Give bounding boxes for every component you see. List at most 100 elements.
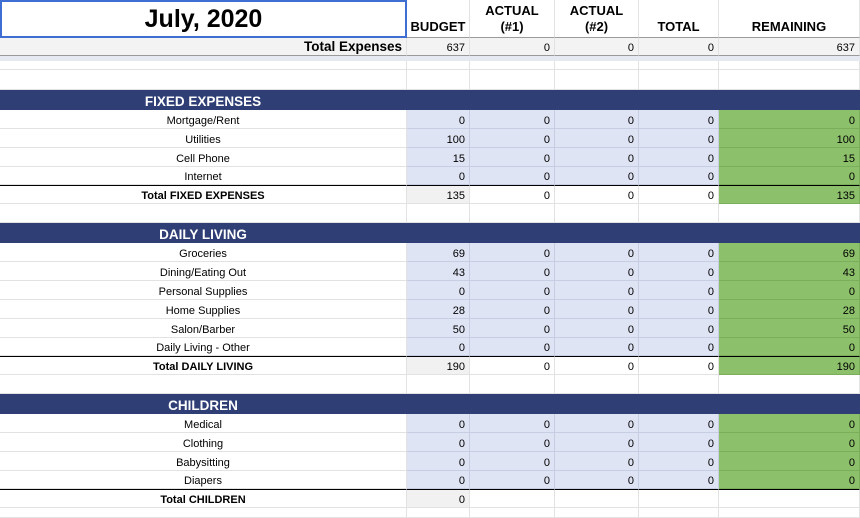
remaining-cell[interactable]: 0 <box>719 281 860 300</box>
empty-cell[interactable] <box>639 508 719 518</box>
remaining-cell[interactable]: 0 <box>719 167 860 185</box>
sheet-title[interactable]: July, 2020 <box>0 0 407 38</box>
total-cell[interactable]: 0 <box>639 243 719 262</box>
actual-2-cell[interactable]: 0 <box>555 167 639 185</box>
remaining-cell[interactable]: 28 <box>719 300 860 319</box>
empty-cell[interactable] <box>555 489 639 508</box>
actual-2-cell[interactable]: 0 <box>555 148 639 167</box>
actual-2-cell[interactable]: 0 <box>555 262 639 281</box>
section-total-actual-2[interactable]: 0 <box>555 185 639 204</box>
row-label[interactable]: Utilities <box>0 129 407 148</box>
budget-cell[interactable]: 0 <box>407 338 470 356</box>
col-header-budget[interactable]: BUDGET <box>407 0 470 38</box>
total-cell[interactable]: 0 <box>639 167 719 185</box>
empty-cell[interactable] <box>639 70 719 90</box>
empty-cell[interactable] <box>470 61 555 70</box>
total-cell[interactable]: 0 <box>639 110 719 129</box>
section-total-budget[interactable]: 135 <box>407 185 470 204</box>
actual-1-cell[interactable]: 0 <box>470 148 555 167</box>
budget-cell[interactable]: 0 <box>407 471 470 489</box>
actual-2-cell[interactable]: 0 <box>555 319 639 338</box>
total-expenses-remaining[interactable]: 637 <box>719 38 860 56</box>
actual-2-cell[interactable]: 0 <box>555 433 639 452</box>
budget-cell[interactable]: 100 <box>407 129 470 148</box>
remaining-cell[interactable]: 0 <box>719 338 860 356</box>
empty-cell[interactable] <box>555 508 639 518</box>
empty-cell[interactable] <box>719 70 860 90</box>
actual-1-cell[interactable]: 0 <box>470 262 555 281</box>
actual-1-cell[interactable]: 0 <box>470 338 555 356</box>
remaining-cell[interactable]: 0 <box>719 452 860 471</box>
budget-cell[interactable]: 43 <box>407 262 470 281</box>
remaining-cell[interactable]: 0 <box>719 471 860 489</box>
section-total-label[interactable]: Total FIXED EXPENSES <box>0 185 407 204</box>
empty-cell[interactable] <box>719 61 860 70</box>
section-title[interactable]: FIXED EXPENSES <box>0 90 407 110</box>
col-header-total[interactable]: TOTAL <box>639 0 719 38</box>
budget-cell[interactable]: 0 <box>407 414 470 433</box>
row-label[interactable]: Dining/Eating Out <box>0 262 407 281</box>
total-cell[interactable]: 0 <box>639 148 719 167</box>
actual-1-cell[interactable]: 0 <box>470 281 555 300</box>
row-label[interactable]: Salon/Barber <box>0 319 407 338</box>
section-total-budget[interactable]: 190 <box>407 356 470 375</box>
row-label[interactable]: Mortgage/Rent <box>0 110 407 129</box>
row-label[interactable]: Medical <box>0 414 407 433</box>
actual-1-cell[interactable]: 0 <box>470 319 555 338</box>
empty-cell[interactable] <box>555 204 639 223</box>
remaining-cell[interactable]: 0 <box>719 110 860 129</box>
total-cell[interactable]: 0 <box>639 414 719 433</box>
actual-1-cell[interactable]: 0 <box>470 110 555 129</box>
total-cell[interactable]: 0 <box>639 129 719 148</box>
actual-1-cell[interactable]: 0 <box>470 300 555 319</box>
actual-1-cell[interactable]: 0 <box>470 471 555 489</box>
budget-cell[interactable]: 15 <box>407 148 470 167</box>
empty-cell[interactable] <box>639 375 719 394</box>
section-total-total[interactable]: 0 <box>639 185 719 204</box>
actual-2-cell[interactable]: 0 <box>555 243 639 262</box>
empty-cell[interactable] <box>470 375 555 394</box>
empty-cell[interactable] <box>0 204 407 223</box>
remaining-cell[interactable]: 100 <box>719 129 860 148</box>
total-expenses-actual-1[interactable]: 0 <box>470 38 555 56</box>
empty-cell[interactable] <box>719 489 860 508</box>
section-title[interactable]: DAILY LIVING <box>0 223 407 243</box>
empty-cell[interactable] <box>719 204 860 223</box>
col-header-remaining[interactable]: REMAINING <box>719 0 860 38</box>
actual-1-cell[interactable]: 0 <box>470 433 555 452</box>
row-label[interactable]: Daily Living - Other <box>0 338 407 356</box>
section-total-actual-2[interactable]: 0 <box>555 356 639 375</box>
empty-cell[interactable] <box>639 204 719 223</box>
budget-cell[interactable]: 28 <box>407 300 470 319</box>
total-cell[interactable]: 0 <box>639 281 719 300</box>
empty-cell[interactable] <box>0 61 407 70</box>
budget-cell[interactable]: 69 <box>407 243 470 262</box>
actual-1-cell[interactable]: 0 <box>470 167 555 185</box>
section-total-label[interactable]: Total CHILDREN <box>0 489 407 508</box>
total-expenses-total[interactable]: 0 <box>639 38 719 56</box>
remaining-cell[interactable]: 69 <box>719 243 860 262</box>
section-total-actual-1[interactable]: 0 <box>470 185 555 204</box>
total-cell[interactable]: 0 <box>639 300 719 319</box>
section-total-total[interactable]: 0 <box>639 356 719 375</box>
empty-cell[interactable] <box>555 70 639 90</box>
remaining-cell[interactable]: 0 <box>719 414 860 433</box>
section-total-remaining[interactable]: 135 <box>719 185 860 204</box>
actual-1-cell[interactable]: 0 <box>470 414 555 433</box>
actual-2-cell[interactable]: 0 <box>555 281 639 300</box>
empty-cell[interactable] <box>639 61 719 70</box>
empty-cell[interactable] <box>407 375 470 394</box>
section-total-budget[interactable]: 0 <box>407 489 470 508</box>
empty-cell[interactable] <box>407 61 470 70</box>
actual-2-cell[interactable]: 0 <box>555 452 639 471</box>
total-cell[interactable]: 0 <box>639 452 719 471</box>
remaining-cell[interactable]: 15 <box>719 148 860 167</box>
empty-cell[interactable] <box>555 61 639 70</box>
actual-2-cell[interactable]: 0 <box>555 129 639 148</box>
section-total-label[interactable]: Total DAILY LIVING <box>0 356 407 375</box>
actual-2-cell[interactable]: 0 <box>555 338 639 356</box>
total-expenses-actual-2[interactable]: 0 <box>555 38 639 56</box>
row-label[interactable]: Diapers <box>0 471 407 489</box>
actual-2-cell[interactable]: 0 <box>555 300 639 319</box>
empty-cell[interactable] <box>0 70 407 90</box>
